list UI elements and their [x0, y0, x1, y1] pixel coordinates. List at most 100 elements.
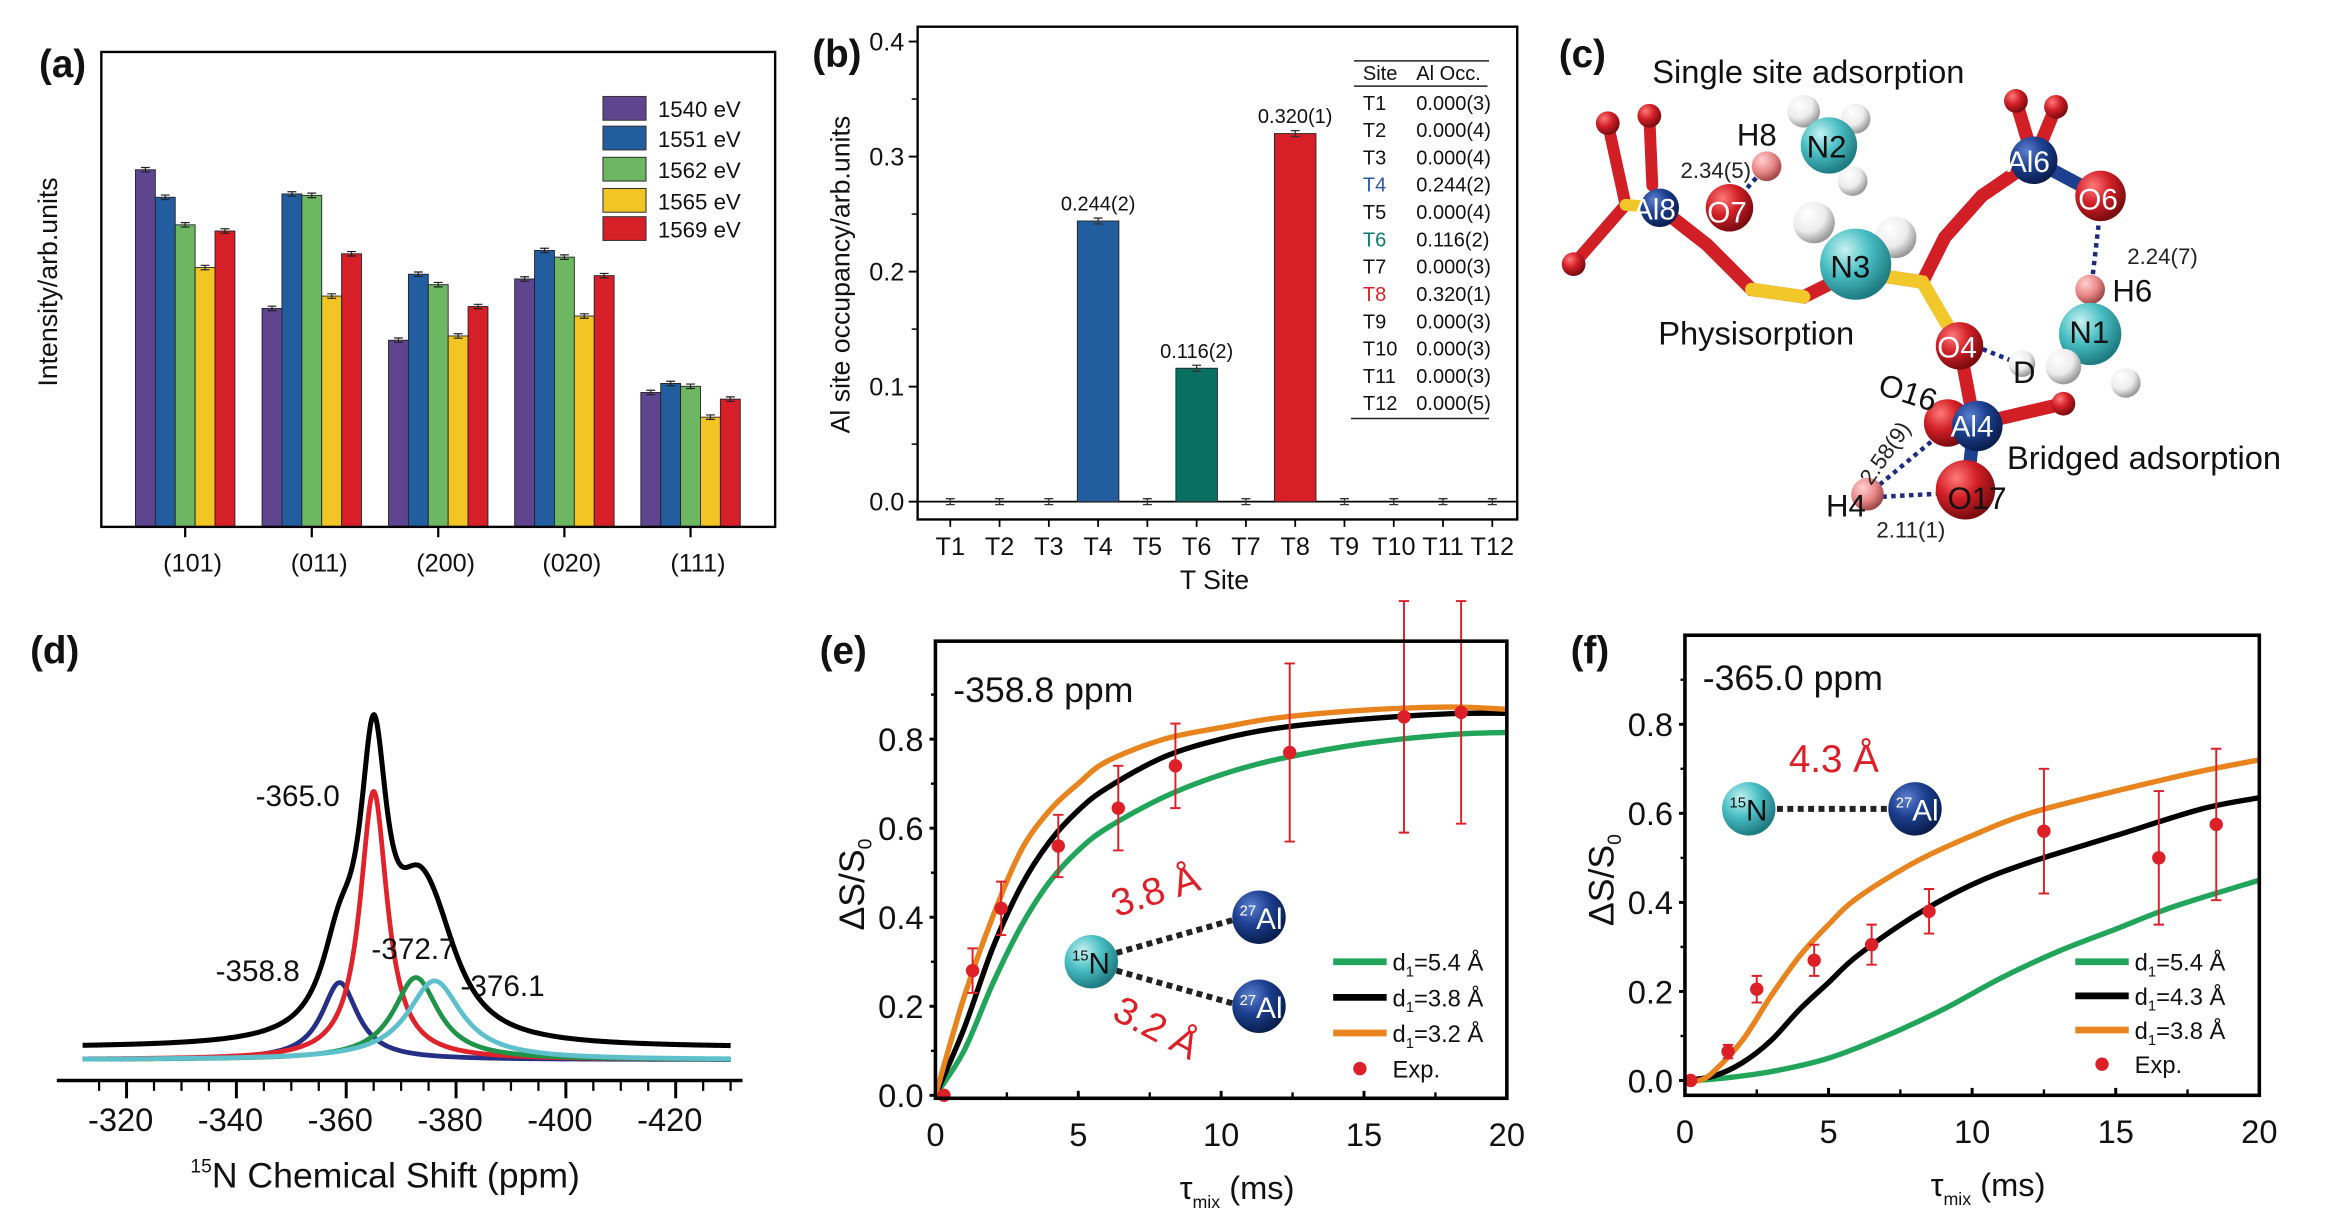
error-bar	[473, 303, 483, 310]
exp-data-point	[1864, 938, 1879, 952]
error-bar	[200, 264, 210, 271]
label-bridged-adsorption: Bridged adsorption	[2007, 439, 2281, 476]
atom-label-o6: O6	[2078, 183, 2118, 216]
bar-111-1551-eV	[660, 383, 682, 528]
nitrogen-label: 15N	[1072, 948, 1110, 981]
atom-label-o4: O4	[1937, 332, 1977, 365]
table-cell-occupancy: 0.000(3)	[1416, 339, 1491, 361]
table-header-al-occ: Al Occ.	[1416, 63, 1481, 85]
y-tick-label: 0.6	[1628, 795, 1673, 832]
y-tick-label: 0.8	[878, 721, 923, 758]
distance-o7-h8: 2.34(5)	[1680, 158, 1751, 183]
tau-symbol: τ	[1180, 1169, 1193, 1206]
y-axis-label: Al site occupancy/arb.units	[825, 116, 855, 434]
legend-swatch	[602, 125, 647, 151]
exp-data-point	[1684, 1073, 1698, 1088]
panel-label-f: (f)	[1571, 629, 1610, 672]
x-tick-label: -360	[308, 1101, 373, 1138]
hydrogen-atom-h4	[1851, 477, 1884, 511]
x-tick-label: 15	[1346, 1116, 1382, 1153]
x-axis-label-isotope: 15	[190, 1157, 211, 1178]
aluminium-atom-al4	[1952, 400, 2003, 452]
error-bar	[599, 272, 609, 279]
error-bar	[1044, 498, 1054, 506]
x-tick-label: 20	[2241, 1113, 2277, 1150]
error-bar	[453, 333, 463, 339]
error-bar	[307, 192, 317, 199]
error-bar	[413, 271, 423, 278]
bar-020-1569-eV	[593, 275, 615, 528]
hydrogen-atom-h8	[1751, 151, 1782, 182]
peak-label: -358.8	[216, 955, 300, 988]
y-tick-label: 0.3	[869, 143, 904, 171]
oxygen-atom-o4	[1935, 322, 1984, 370]
bar-200-1540-eV	[388, 339, 409, 528]
bar-020-1562-eV	[553, 256, 575, 528]
y-axis-label-subscript: 0	[1605, 834, 1626, 845]
x-tick-label: T6	[1182, 533, 1211, 561]
x-tick-label: T9	[1330, 533, 1359, 561]
y-tick-label: 0.4	[869, 28, 904, 56]
table-cell-occupancy: 0.244(2)	[1416, 175, 1491, 197]
table-cell-site: T7	[1363, 257, 1386, 279]
legend-label: d1=4.3 Å	[2135, 983, 2226, 1015]
x-tick-label: T1	[936, 533, 965, 561]
error-bar	[705, 414, 715, 420]
x-tick-label: T8	[1280, 533, 1309, 561]
element-symbol: N	[1088, 948, 1109, 981]
bar-011-1562-eV	[301, 194, 323, 528]
aluminium-label: 27Al	[1896, 795, 1939, 828]
element-symbol: Al	[1256, 903, 1282, 936]
aluminium-sphere	[1232, 890, 1286, 944]
atom-label-o17: O17	[1948, 481, 2007, 516]
x-tick-label: -320	[88, 1101, 153, 1138]
legend-marker-exp	[2095, 1057, 2109, 1071]
error-bar	[1192, 364, 1202, 372]
error-bar	[160, 194, 170, 201]
x-tick-label: 0	[926, 1116, 944, 1153]
aluminium-label: 27Al	[1240, 903, 1283, 936]
y-axis-label: ΔS/S0	[832, 839, 876, 931]
error-bar	[140, 166, 150, 173]
exp-data-point	[2037, 824, 2051, 838]
bar-111-1569-eV	[719, 398, 741, 528]
error-bar	[995, 498, 1005, 506]
bar-200-1565-eV	[447, 335, 469, 528]
x-axis-label: 15N Chemical Shift (ppm)	[190, 1155, 580, 1195]
bar-200-1562-eV	[427, 284, 449, 528]
bar-020-1551-eV	[534, 250, 555, 528]
y-tick-label: 0.1	[869, 374, 904, 402]
peak-label: -365.0	[256, 780, 340, 813]
atom-label-n1: N1	[2069, 315, 2109, 350]
element-symbol: N	[1746, 795, 1767, 828]
atom-label-n2: N2	[1807, 129, 1847, 164]
exp-data-point	[1807, 953, 1821, 967]
bar-011-1540-eV	[261, 307, 283, 528]
exp-data-point	[1721, 1044, 1735, 1059]
table-cell-occupancy: 0.116(2)	[1416, 229, 1489, 251]
x-tick-label: T3	[1034, 533, 1063, 561]
x-tick-label: 10	[1203, 1116, 1239, 1153]
distance-o6-h6: 2.24(7)	[2127, 244, 2198, 269]
x-tick-label: T12	[1471, 533, 1514, 561]
tau-subscript: mix	[1192, 1192, 1220, 1212]
legend-label: d1=5.4 Å	[1393, 949, 1484, 981]
nitrogen-sphere	[1064, 935, 1118, 989]
exp-data-point	[994, 901, 1008, 915]
error-bar	[579, 313, 589, 319]
y-tick-label: 0.0	[869, 489, 904, 517]
peak-label: -372.7	[371, 933, 455, 966]
atom-label-h4: H4	[1826, 488, 1866, 523]
tau-subscript: mix	[1943, 1189, 1971, 1209]
aluminium-atom-al8	[1640, 188, 1680, 228]
exp-data-point	[1051, 839, 1065, 853]
x-tick-label: T2	[985, 533, 1014, 561]
error-bar	[540, 247, 549, 254]
error-bar	[520, 276, 530, 282]
isotope-number: 27	[1240, 993, 1257, 1009]
distance-o17-h4: 2.11(1)	[1876, 517, 1945, 542]
isotope-number: 27	[1896, 795, 1913, 811]
exp-data-point	[1111, 801, 1125, 815]
y-tick-label: 0.2	[1628, 973, 1673, 1010]
exp-data-point	[1397, 710, 1411, 724]
